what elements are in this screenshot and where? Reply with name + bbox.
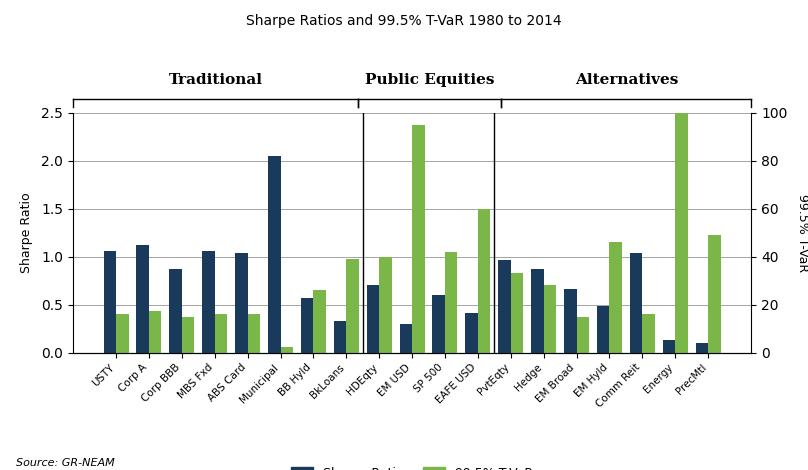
Bar — [629, 253, 642, 352]
Bar — [478, 209, 490, 352]
Bar — [367, 285, 379, 352]
Bar — [564, 289, 577, 352]
Text: Sharpe Ratios and 99.5% T-VaR 1980 to 2014: Sharpe Ratios and 99.5% T-VaR 1980 to 20… — [246, 14, 562, 28]
Bar — [170, 269, 182, 352]
Y-axis label: 99.5% T-VaR: 99.5% T-VaR — [796, 194, 808, 272]
Bar — [531, 269, 544, 352]
Bar — [499, 260, 511, 352]
Bar — [347, 259, 359, 352]
Text: Alternatives: Alternatives — [574, 73, 678, 87]
Bar — [235, 253, 247, 352]
Bar — [103, 251, 116, 352]
Bar — [432, 295, 445, 352]
Bar — [675, 113, 688, 352]
Bar — [696, 343, 708, 352]
Bar — [663, 340, 675, 352]
Bar — [708, 235, 721, 352]
Bar — [642, 314, 654, 352]
Bar — [577, 317, 589, 352]
Bar — [202, 251, 215, 352]
Text: Public Equities: Public Equities — [365, 73, 494, 87]
Bar — [182, 317, 195, 352]
Bar — [116, 314, 128, 352]
Bar — [511, 274, 524, 352]
Bar — [149, 311, 162, 352]
Bar — [609, 242, 622, 352]
Bar — [465, 313, 478, 352]
Bar — [412, 125, 424, 352]
Bar — [314, 290, 326, 352]
Bar — [544, 285, 556, 352]
Text: Traditional: Traditional — [169, 73, 263, 87]
Bar — [445, 252, 457, 352]
Bar — [301, 298, 314, 352]
Bar — [597, 306, 609, 352]
Bar — [268, 156, 280, 352]
Bar — [215, 314, 227, 352]
Y-axis label: Sharpe Ratio: Sharpe Ratio — [19, 192, 32, 273]
Bar — [379, 257, 392, 352]
Legend: Sharpe Ratio, 99.5% T-VaR: Sharpe Ratio, 99.5% T-VaR — [286, 462, 538, 470]
Text: Source: GR-NEAM: Source: GR-NEAM — [16, 458, 115, 468]
Bar — [280, 346, 293, 352]
Bar — [400, 324, 412, 352]
Bar — [247, 314, 260, 352]
Bar — [137, 245, 149, 352]
Bar — [334, 321, 347, 352]
